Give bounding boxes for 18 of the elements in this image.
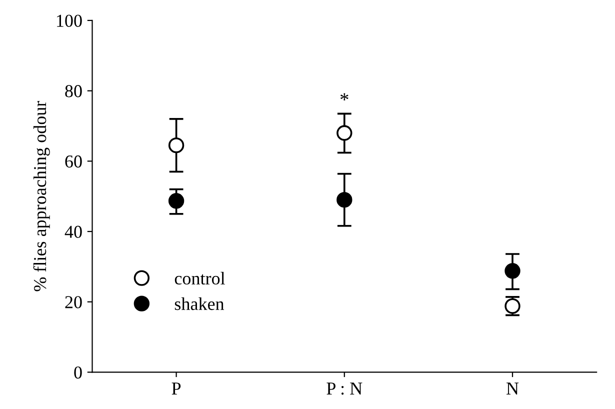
point xyxy=(168,193,184,209)
y-tick-label: 80 xyxy=(65,85,82,98)
legend-label: control xyxy=(174,272,225,285)
x-tick-label: P xyxy=(172,382,181,394)
y-tick-label: 40 xyxy=(64,226,82,238)
point xyxy=(336,125,352,141)
x-tick-label: P : N xyxy=(326,382,362,395)
y-tick-label: 60 xyxy=(65,155,82,168)
y-tick-label: 0 xyxy=(74,366,82,379)
point xyxy=(504,263,520,279)
x-tick-label: N xyxy=(506,382,519,394)
y-tick-label: 20 xyxy=(65,296,82,308)
annotation: * xyxy=(340,93,348,100)
y-axis-title: % flies approaching odour xyxy=(33,100,50,292)
point xyxy=(336,192,352,208)
point xyxy=(168,137,184,154)
legend-label: shaken xyxy=(174,297,224,310)
y-tick-label: 100 xyxy=(57,14,82,27)
